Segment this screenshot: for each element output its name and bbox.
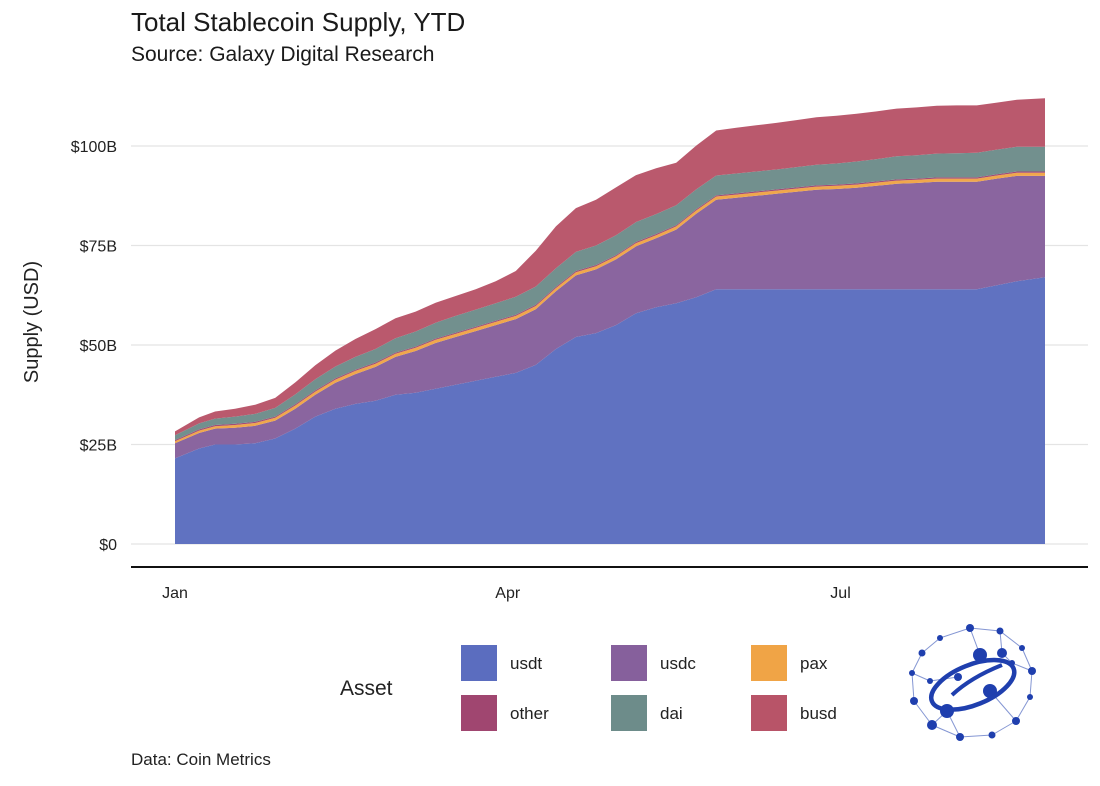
logo-node (997, 648, 1007, 658)
x-tick-label: Jan (162, 585, 188, 602)
logo-node (1028, 667, 1036, 675)
legend-label-other: other (510, 704, 549, 723)
legend-swatch-dai (611, 695, 647, 731)
legend-label-pax: pax (800, 654, 828, 673)
caption: Data: Coin Metrics (131, 750, 271, 769)
logo-link (999, 630, 1023, 649)
logo-node (910, 697, 918, 705)
legend: usdt usdc pax other dai busd (461, 645, 837, 731)
logo-link (921, 637, 941, 654)
x-tick-label: Jul (830, 585, 850, 602)
logo-link (991, 720, 1017, 736)
y-tick-label: $100B (71, 139, 117, 156)
logo-link (1021, 647, 1033, 672)
y-tick-label: $50B (80, 338, 117, 355)
y-axis-ticks: $0 $25B $50B $75B $100B (71, 139, 117, 554)
legend-title: Asset (340, 677, 393, 700)
logo-node (966, 624, 974, 632)
logo-node (918, 649, 926, 657)
logo-link (911, 672, 931, 682)
legend-label-usdt: usdt (510, 654, 542, 673)
logo-ring (929, 657, 1017, 712)
galaxy-digital-logo-icon (909, 624, 1036, 741)
logo-node (996, 627, 1004, 635)
y-tick-label: $75B (80, 239, 117, 256)
logo-link (939, 627, 971, 639)
logo-link (1029, 670, 1033, 698)
logo-node (1019, 645, 1025, 651)
logo-node (956, 733, 964, 741)
y-tick-label: $25B (80, 438, 117, 455)
legend-swatch-usdc (611, 645, 647, 681)
x-axis-ticks: Jan Apr Jul (162, 585, 851, 602)
area-series (175, 98, 1045, 544)
x-tick-label: Apr (495, 585, 521, 602)
chart-subtitle: Source: Galaxy Digital Research (131, 43, 434, 66)
legend-swatch-pax (751, 645, 787, 681)
logo-node (1027, 694, 1033, 700)
logo-node (927, 678, 933, 684)
logo-node (937, 635, 943, 641)
logo-node (927, 720, 937, 730)
legend-label-usdc: usdc (660, 654, 696, 673)
area-dai (175, 146, 1045, 441)
logo-node (1012, 717, 1020, 725)
logo-link (931, 724, 961, 738)
logo-node (954, 673, 962, 681)
area-busd (175, 98, 1045, 436)
logo-node (973, 648, 987, 662)
y-tick-label: $0 (99, 537, 117, 554)
logo-node (909, 670, 915, 676)
y-axis-title: Supply (USD) (21, 261, 43, 383)
logo-link (959, 734, 993, 738)
legend-label-dai: dai (660, 704, 683, 723)
logo-link (969, 627, 1001, 632)
logo-link (911, 652, 923, 674)
logo-link (1015, 696, 1031, 722)
logo-node (988, 731, 996, 739)
legend-swatch-usdt (461, 645, 497, 681)
chart-title: Total Stablecoin Supply, YTD (131, 7, 465, 37)
area-usdc (175, 175, 1045, 459)
legend-swatch-busd (751, 695, 787, 731)
logo-swirl (950, 663, 1003, 697)
legend-label-busd: busd (800, 704, 837, 723)
area-usdt (175, 277, 1045, 544)
legend-swatch-other (461, 695, 497, 731)
logo-link (911, 672, 915, 702)
